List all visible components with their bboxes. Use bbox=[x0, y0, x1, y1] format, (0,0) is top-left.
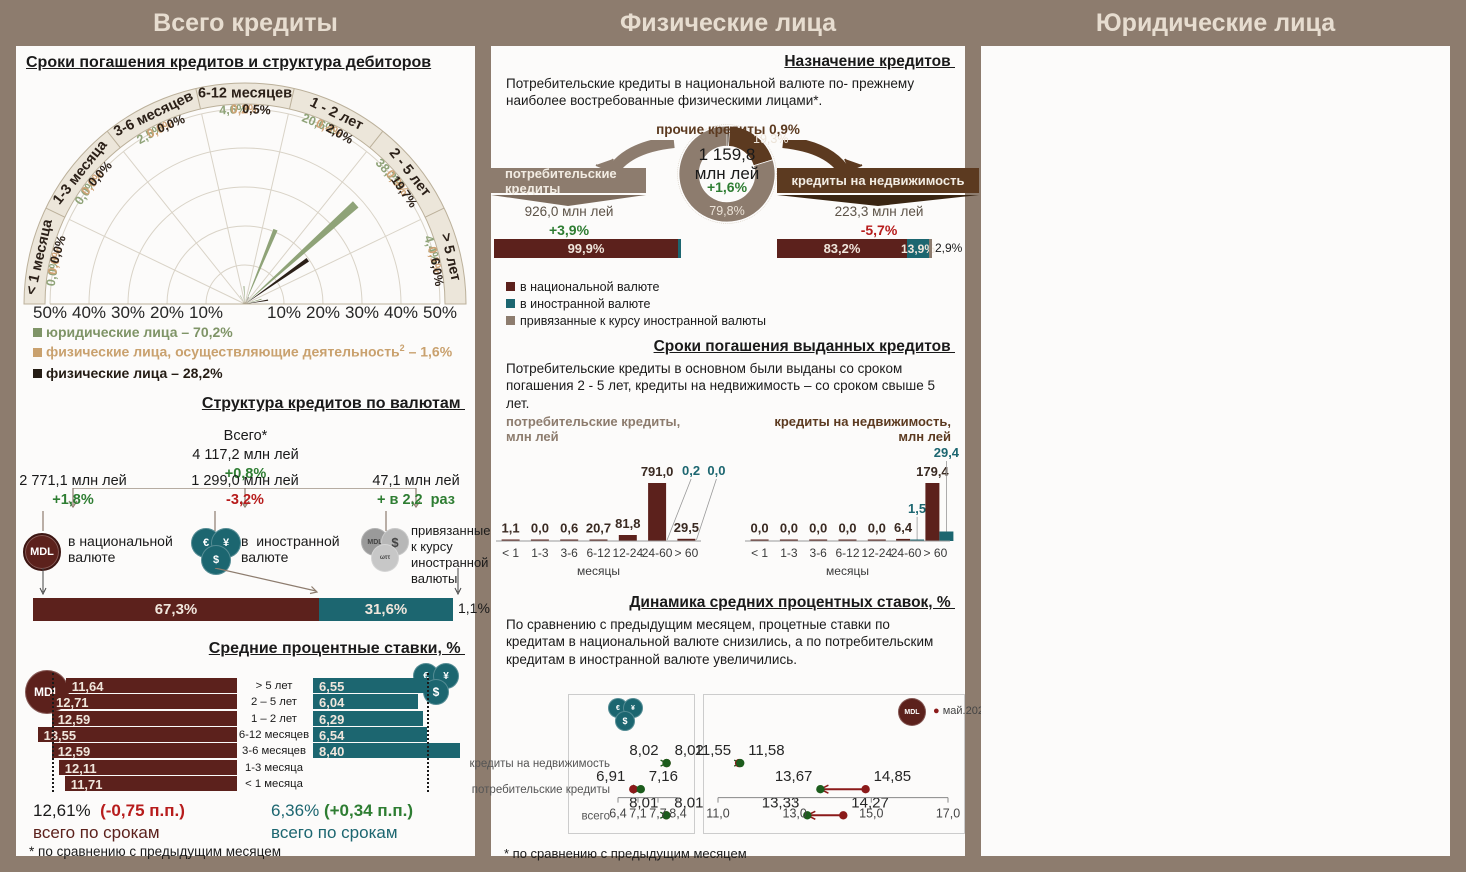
svg-text:30%: 30% bbox=[345, 303, 379, 322]
svg-text:0,0: 0,0 bbox=[868, 521, 886, 536]
svg-text:24-60: 24-60 bbox=[642, 546, 673, 560]
svg-text:1-3: 1-3 bbox=[780, 546, 798, 560]
svg-text:месяцы: месяцы bbox=[826, 564, 869, 578]
svg-text:50%: 50% bbox=[423, 303, 457, 322]
svg-text:всего: всего bbox=[582, 810, 610, 822]
svg-text:11,0: 11,0 bbox=[706, 807, 729, 821]
svg-text:7,1: 7,1 bbox=[629, 807, 646, 821]
svg-text:12-24: 12-24 bbox=[612, 546, 643, 560]
svg-text:> 60: > 60 bbox=[675, 546, 699, 560]
svg-text:40%: 40% bbox=[384, 303, 418, 322]
svg-text:20%: 20% bbox=[150, 303, 184, 322]
svg-text:11,58: 11,58 bbox=[748, 742, 784, 759]
svg-text:< 1: < 1 bbox=[751, 546, 768, 560]
svg-text:24-60: 24-60 bbox=[891, 546, 922, 560]
svg-text:81,8: 81,8 bbox=[615, 516, 640, 531]
svg-text:3-6: 3-6 bbox=[561, 546, 579, 560]
svg-text:14,85: 14,85 bbox=[874, 768, 912, 785]
svg-text:7,7: 7,7 bbox=[649, 807, 666, 821]
svg-text:0,0: 0,0 bbox=[780, 521, 798, 536]
svg-text:791,0: 791,0 bbox=[641, 464, 674, 479]
svg-text:0,0: 0,0 bbox=[751, 521, 769, 536]
svg-text:> 60: > 60 bbox=[924, 546, 948, 560]
svg-text:11,55: 11,55 bbox=[695, 742, 731, 759]
svg-text:12-24: 12-24 bbox=[861, 546, 892, 560]
svg-text:50%: 50% bbox=[33, 303, 67, 322]
svg-text:0,5%: 0,5% bbox=[242, 102, 271, 118]
svg-text:3-6: 3-6 bbox=[810, 546, 828, 560]
svg-text:1,1: 1,1 bbox=[502, 521, 520, 536]
svg-text:6-12 месяцев: 6-12 месяцев bbox=[198, 85, 292, 101]
svg-text:0,0: 0,0 bbox=[809, 521, 827, 536]
svg-text:20,7: 20,7 bbox=[586, 521, 611, 536]
svg-text:30%: 30% bbox=[111, 303, 145, 322]
svg-text:6,91: 6,91 bbox=[596, 768, 625, 785]
svg-text:потребительские кредиты: потребительские кредиты bbox=[472, 784, 610, 796]
svg-text:17,0: 17,0 bbox=[936, 807, 960, 821]
svg-text:15,0: 15,0 bbox=[859, 807, 883, 821]
svg-text:0,0: 0,0 bbox=[531, 521, 549, 536]
svg-text:< 1: < 1 bbox=[502, 546, 519, 560]
svg-text:месяцы: месяцы bbox=[577, 564, 620, 578]
svg-text:10%: 10% bbox=[189, 303, 223, 322]
svg-text:29,4: 29,4 bbox=[934, 445, 960, 460]
svg-text:8,4: 8,4 bbox=[669, 807, 686, 821]
svg-text:6,4: 6,4 bbox=[609, 807, 626, 821]
svg-text:6-12: 6-12 bbox=[835, 546, 859, 560]
svg-text:29,5: 29,5 bbox=[674, 520, 699, 535]
svg-text:40%: 40% bbox=[72, 303, 106, 322]
svg-text:179,4: 179,4 bbox=[916, 464, 949, 479]
svg-text:6-12: 6-12 bbox=[586, 546, 610, 560]
svg-text:0,0: 0,0 bbox=[707, 463, 725, 478]
svg-text:10%: 10% bbox=[267, 303, 301, 322]
svg-text:7,16: 7,16 bbox=[649, 768, 678, 785]
svg-text:0,0: 0,0 bbox=[838, 521, 856, 536]
svg-text:13,0: 13,0 bbox=[783, 807, 807, 821]
svg-text:кредиты на недвижимость: кредиты на недвижимость bbox=[469, 758, 610, 770]
svg-text:6,4: 6,4 bbox=[894, 520, 913, 535]
svg-text:1,5: 1,5 bbox=[908, 501, 926, 516]
svg-text:20%: 20% bbox=[306, 303, 340, 322]
svg-text:8,02: 8,02 bbox=[629, 742, 658, 759]
svg-text:0,2: 0,2 bbox=[682, 463, 700, 478]
svg-text:0,6: 0,6 bbox=[560, 521, 578, 536]
svg-text:13,67: 13,67 bbox=[775, 768, 813, 785]
svg-text:1-3: 1-3 bbox=[531, 546, 549, 560]
